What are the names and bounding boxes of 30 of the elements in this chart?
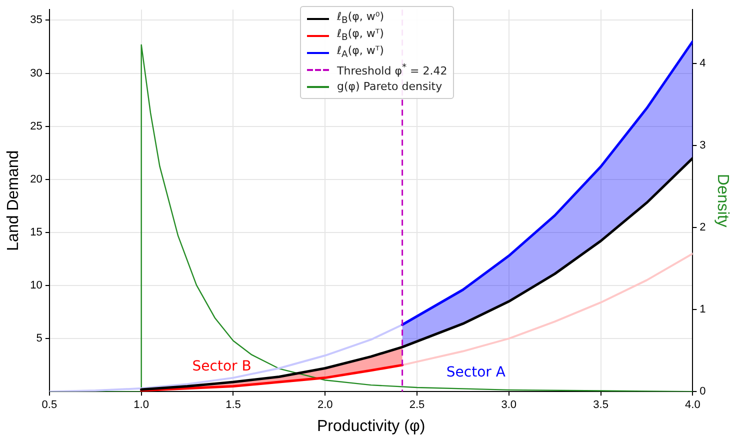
x-tick-label: 0.5 (42, 399, 58, 412)
x-tick-label: 1.5 (226, 399, 241, 412)
x-tick-label: 3.5 (593, 399, 608, 412)
y2-axis-title: Density (714, 174, 731, 228)
x-axis-title: Productivity (φ) (316, 418, 426, 435)
x-tick-label: 1.0 (134, 399, 149, 412)
y-tick-label: 10 (30, 280, 42, 292)
y-tick-label: 15 (30, 226, 42, 238)
legend-label: ℓ$_{B}$(φ, w⁰) (337, 10, 384, 27)
legend-label: ℓ$_{B}$(φ, wᵀ) (337, 27, 384, 44)
y-tick-label: 20 (30, 173, 42, 186)
y-tick-label: 5 (36, 332, 42, 345)
y2-tick-label: 1 (700, 304, 706, 316)
ref-line-label: Threshold φ$^{*}$ = 2.42 (337, 62, 448, 78)
x-tick-label: 4.0 (685, 399, 700, 412)
y2-tick-label: 3 (700, 140, 706, 152)
y2-tick-label: 0 (700, 386, 706, 398)
y2-tick-label: 4 (700, 58, 706, 70)
y2-tick-label: 2 (700, 222, 706, 234)
x-tick-label: 3.0 (501, 399, 517, 412)
y-axis-title: Land Demand (5, 150, 22, 251)
annotation: Sector B (192, 358, 252, 374)
y-tick-label: 25 (30, 120, 42, 132)
x-tick-label: 2.0 (317, 399, 333, 412)
legend-label: ℓ$_{A}$(φ, wᵀ) (337, 44, 384, 61)
annotation: Sector A (446, 364, 506, 381)
legend-label: g(φ) Pareto density (337, 80, 442, 93)
y-tick-label: 30 (30, 67, 42, 80)
y-tick-label: 35 (30, 14, 42, 26)
x-tick-label: 2.5 (409, 399, 425, 412)
